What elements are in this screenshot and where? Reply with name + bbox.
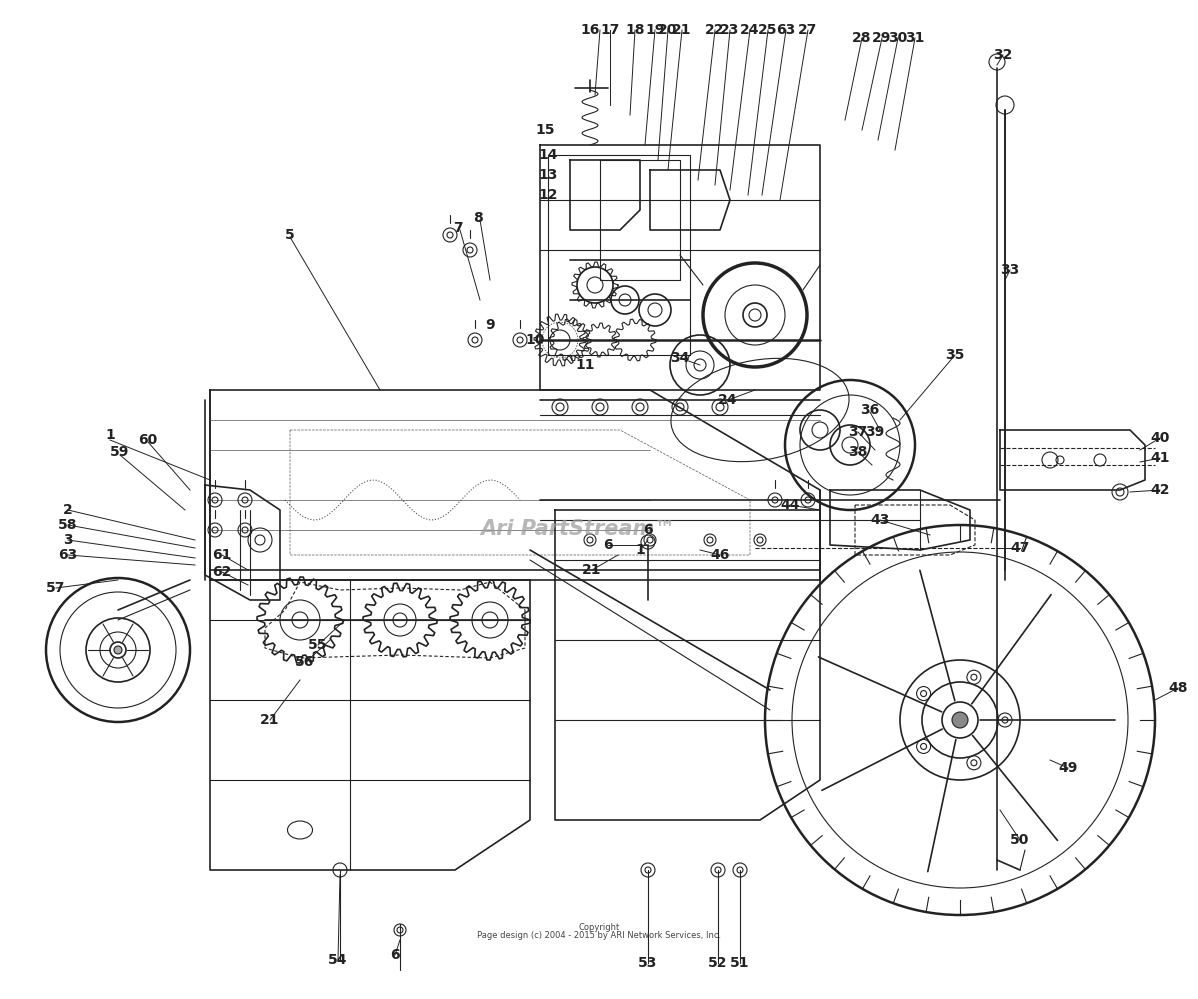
Text: 54: 54 <box>328 953 347 967</box>
Text: 52: 52 <box>708 956 727 970</box>
Text: 40: 40 <box>1150 431 1169 445</box>
Text: 11: 11 <box>575 358 594 372</box>
Text: 27: 27 <box>798 23 818 37</box>
Text: 7: 7 <box>453 221 462 235</box>
Text: 34: 34 <box>671 351 690 365</box>
Text: Copyright: Copyright <box>579 923 619 932</box>
Text: 44: 44 <box>780 498 800 512</box>
Text: 57: 57 <box>47 581 66 595</box>
Text: 18: 18 <box>625 23 645 37</box>
Text: 61: 61 <box>212 548 231 562</box>
Text: 39: 39 <box>865 425 884 439</box>
Text: Ari PartStream™: Ari PartStream™ <box>480 519 676 539</box>
Text: 14: 14 <box>538 148 558 162</box>
Text: 36: 36 <box>860 403 879 417</box>
Text: 16: 16 <box>580 23 600 37</box>
Text: 8: 8 <box>473 211 483 225</box>
Text: 63: 63 <box>776 23 795 37</box>
Text: 59: 59 <box>110 445 129 459</box>
Text: 15: 15 <box>536 123 555 137</box>
Text: 37: 37 <box>848 425 867 439</box>
Text: 56: 56 <box>296 655 315 669</box>
Text: 50: 50 <box>1010 833 1030 847</box>
Text: 21: 21 <box>260 713 280 727</box>
Text: 12: 12 <box>538 188 558 202</box>
Text: 38: 38 <box>848 445 867 459</box>
Text: 53: 53 <box>639 956 658 970</box>
Text: 6: 6 <box>643 523 653 537</box>
Text: 47: 47 <box>1010 541 1030 555</box>
Text: 58: 58 <box>59 518 78 532</box>
Text: 6: 6 <box>603 538 613 552</box>
Text: 60: 60 <box>139 433 158 447</box>
Text: 51: 51 <box>731 956 750 970</box>
Text: 13: 13 <box>538 168 558 182</box>
Text: 17: 17 <box>600 23 619 37</box>
Text: 21: 21 <box>672 23 691 37</box>
Text: 2: 2 <box>63 503 73 517</box>
Text: 49: 49 <box>1058 761 1078 775</box>
Text: 5: 5 <box>285 228 295 242</box>
Text: 24: 24 <box>719 393 738 407</box>
Text: 30: 30 <box>889 31 908 45</box>
Text: 23: 23 <box>720 23 739 37</box>
Text: 62: 62 <box>212 565 231 579</box>
Text: 63: 63 <box>59 548 78 562</box>
Text: 48: 48 <box>1168 681 1187 695</box>
Text: 1: 1 <box>635 543 645 557</box>
Text: 3: 3 <box>63 533 73 547</box>
Text: 35: 35 <box>945 348 964 362</box>
Text: 22: 22 <box>706 23 725 37</box>
Text: 6: 6 <box>391 948 400 962</box>
Text: 29: 29 <box>872 31 891 45</box>
Text: Page design (c) 2004 - 2015 by ARI Network Services, Inc.: Page design (c) 2004 - 2015 by ARI Netwo… <box>477 931 721 940</box>
Text: 42: 42 <box>1150 483 1169 497</box>
Circle shape <box>952 712 968 728</box>
Text: 24: 24 <box>740 23 760 37</box>
Text: 32: 32 <box>993 48 1012 62</box>
Text: 33: 33 <box>1000 263 1019 277</box>
Text: 10: 10 <box>525 333 545 347</box>
Text: 20: 20 <box>659 23 678 37</box>
Text: 41: 41 <box>1150 451 1169 465</box>
Text: 31: 31 <box>906 31 925 45</box>
Text: 1: 1 <box>105 428 115 442</box>
Text: 25: 25 <box>758 23 778 37</box>
Text: 55: 55 <box>308 638 328 652</box>
Text: 9: 9 <box>485 318 495 332</box>
Text: 43: 43 <box>870 513 890 527</box>
Circle shape <box>114 646 122 654</box>
Text: 21: 21 <box>582 563 601 577</box>
Text: 28: 28 <box>852 31 872 45</box>
Text: 19: 19 <box>646 23 665 37</box>
Text: 46: 46 <box>710 548 730 562</box>
